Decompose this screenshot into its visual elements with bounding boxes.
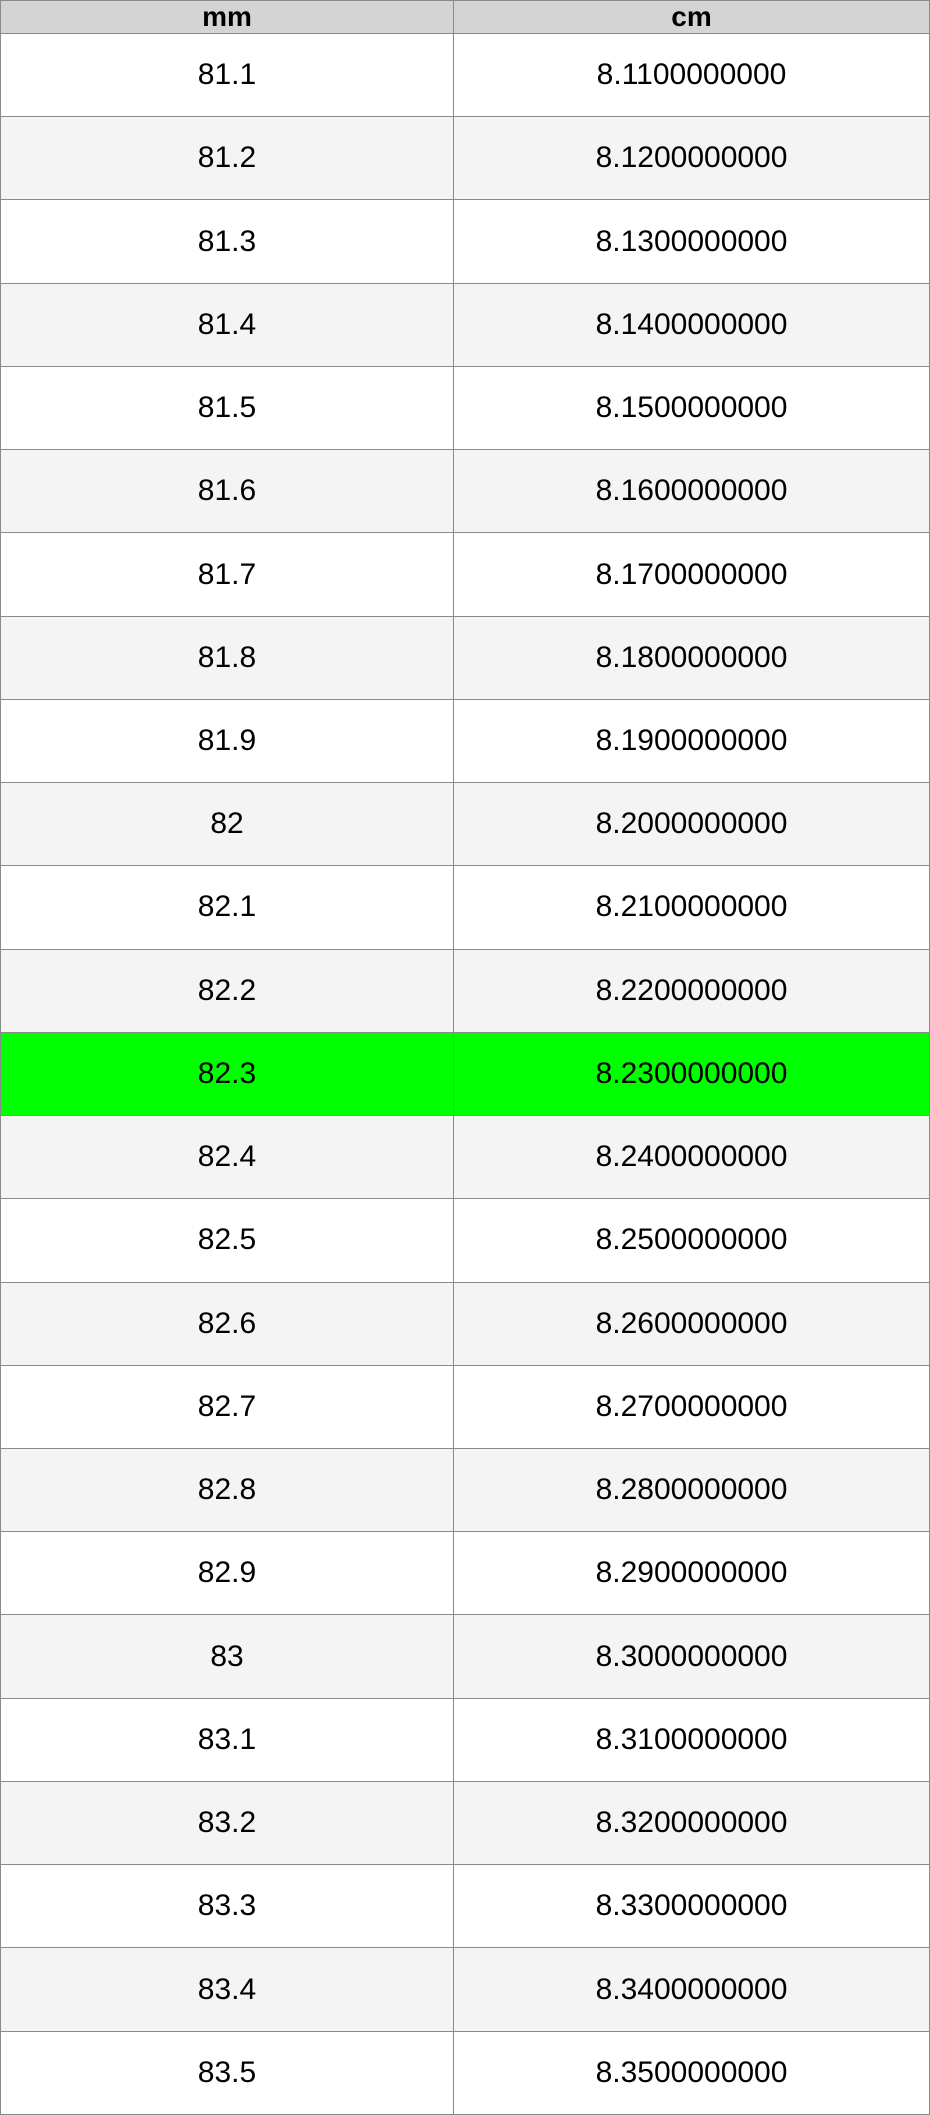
table-row: 82.2 8.2200000000 bbox=[0, 948, 930, 1033]
table-cell: 83.4 bbox=[0, 1947, 454, 2032]
table-cell: 81.7 bbox=[0, 532, 454, 617]
table-cell: 81.1 bbox=[0, 32, 454, 118]
header-cell: cm bbox=[453, 0, 930, 34]
table-row: 82.6 8.2600000000 bbox=[0, 1281, 930, 1366]
table-row: 82.3 8.2300000000 bbox=[0, 1031, 930, 1117]
table-row: 82.9 8.2900000000 bbox=[0, 1531, 930, 1616]
table-cell: 8.2600000000 bbox=[453, 1281, 930, 1366]
table-cell: 8.2000000000 bbox=[453, 782, 930, 867]
table-row: 83.1 8.3100000000 bbox=[0, 1697, 930, 1782]
table-cell: 8.1700000000 bbox=[453, 532, 930, 617]
table-cell: 8.3500000000 bbox=[453, 2030, 930, 2115]
table-cell: 8.1800000000 bbox=[453, 615, 930, 700]
table-row: 81.2 8.1200000000 bbox=[0, 116, 930, 201]
table-cell: 82.6 bbox=[0, 1281, 454, 1366]
table-cell: 8.1300000000 bbox=[453, 199, 930, 284]
table-cell: 81.6 bbox=[0, 449, 454, 534]
table-row: 82.8 8.2800000000 bbox=[0, 1447, 930, 1533]
table-cell: 8.1200000000 bbox=[453, 116, 930, 201]
table-row: 81.4 8.1400000000 bbox=[0, 282, 930, 367]
table-cell: 83.3 bbox=[0, 1864, 454, 1949]
table-cell: 8.2500000000 bbox=[453, 1198, 930, 1283]
table-cell: 81.9 bbox=[0, 698, 454, 784]
table-cell: 82.8 bbox=[0, 1447, 454, 1533]
table-row: 81.7 8.1700000000 bbox=[0, 532, 930, 617]
table-cell: 8.3400000000 bbox=[453, 1947, 930, 2032]
table-row: 82 8.2000000000 bbox=[0, 782, 930, 867]
table-cell: 82.5 bbox=[0, 1198, 454, 1283]
table-cell: 82.1 bbox=[0, 865, 454, 950]
table-row: 81.1 8.1100000000 bbox=[0, 32, 930, 118]
table-row: 81.8 8.1800000000 bbox=[0, 615, 930, 700]
table-cell: 83.2 bbox=[0, 1780, 454, 1866]
table-row: 82.5 8.2500000000 bbox=[0, 1198, 930, 1283]
table-cell: 8.1500000000 bbox=[453, 365, 930, 451]
table-cell: 82 bbox=[0, 782, 454, 867]
table-row: 82.4 8.2400000000 bbox=[0, 1115, 930, 1200]
table-cell: 8.1900000000 bbox=[453, 698, 930, 784]
table-cell: 8.2900000000 bbox=[453, 1531, 930, 1616]
table-cell: 8.1600000000 bbox=[453, 449, 930, 534]
table-cell: 82.3 bbox=[0, 1031, 454, 1117]
table-cell: 8.3200000000 bbox=[453, 1780, 930, 1866]
table-row: 81.3 8.1300000000 bbox=[0, 199, 930, 284]
table-cell: 82.2 bbox=[0, 948, 454, 1033]
table-row: 83 8.3000000000 bbox=[0, 1614, 930, 1699]
table-row: 83.3 8.3300000000 bbox=[0, 1864, 930, 1949]
header-row: mm cm bbox=[0, 0, 930, 34]
table-cell: 8.2800000000 bbox=[453, 1447, 930, 1533]
table-cell: 81.2 bbox=[0, 116, 454, 201]
table-cell: 8.3100000000 bbox=[453, 1697, 930, 1782]
table-cell: 82.9 bbox=[0, 1531, 454, 1616]
table-cell: 81.8 bbox=[0, 615, 454, 700]
table-cell: 8.2200000000 bbox=[453, 948, 930, 1033]
table-cell: 8.1400000000 bbox=[453, 282, 930, 367]
table-row: 83.4 8.3400000000 bbox=[0, 1947, 930, 2032]
table-cell: 83 bbox=[0, 1614, 454, 1699]
table-row: 81.6 8.1600000000 bbox=[0, 449, 930, 534]
table-row: 83.5 8.3500000000 bbox=[0, 2030, 930, 2115]
table-cell: 82.7 bbox=[0, 1364, 454, 1449]
table-cell: 8.2100000000 bbox=[453, 865, 930, 950]
table-cell: 82.4 bbox=[0, 1115, 454, 1200]
table-cell: 83.1 bbox=[0, 1697, 454, 1782]
table-row: 81.9 8.1900000000 bbox=[0, 698, 930, 784]
table-cell: 8.2400000000 bbox=[453, 1115, 930, 1200]
table-row: 83.2 8.3200000000 bbox=[0, 1780, 930, 1866]
table-cell: 8.3000000000 bbox=[453, 1614, 930, 1699]
header-cell: mm bbox=[0, 0, 454, 34]
table-cell: 81.5 bbox=[0, 365, 454, 451]
table-cell: 83.5 bbox=[0, 2030, 454, 2115]
table-row: 82.7 8.2700000000 bbox=[0, 1364, 930, 1449]
table-cell: 81.3 bbox=[0, 199, 454, 284]
table-cell: 8.2700000000 bbox=[453, 1364, 930, 1449]
table-row: 81.5 8.1500000000 bbox=[0, 365, 930, 451]
table-cell: 8.2300000000 bbox=[453, 1031, 930, 1117]
table-row: 82.1 8.2100000000 bbox=[0, 865, 930, 950]
table-cell: 81.4 bbox=[0, 282, 454, 367]
table-body: 81.1 8.1100000000 81.2 8.1200000000 81.3 8.13… bbox=[0, 32, 930, 2115]
table-cell: 8.1100000000 bbox=[453, 32, 930, 118]
table-cell: 8.3300000000 bbox=[453, 1864, 930, 1949]
